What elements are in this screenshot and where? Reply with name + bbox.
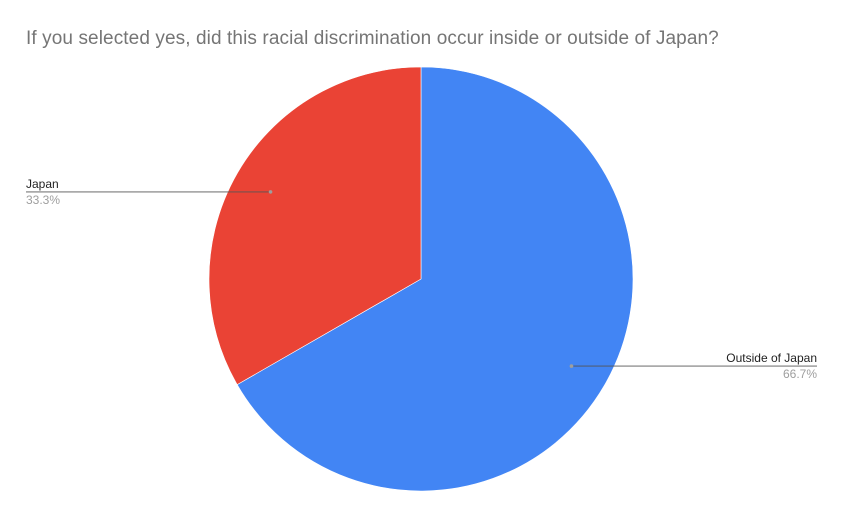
slice-label-outside-of-japan: Outside of Japan [726,351,817,365]
slice-percent-outside-of-japan: 66.7% [783,367,817,381]
chart-title: If you selected yes, did this racial dis… [26,28,719,49]
pie-slice-japan [208,66,422,386]
leader-dot-outside-of-japan [569,364,574,368]
pie-label-japan: Japan 33.3% [26,177,273,207]
pie-slice-outside-of-japan [236,66,634,492]
pie-label-outside-of-japan: Outside of Japan 66.7% [569,351,817,381]
slice-label-japan: Japan [26,177,59,191]
leader-dot-japan [268,190,273,194]
slice-percent-japan: 33.3% [26,193,60,207]
